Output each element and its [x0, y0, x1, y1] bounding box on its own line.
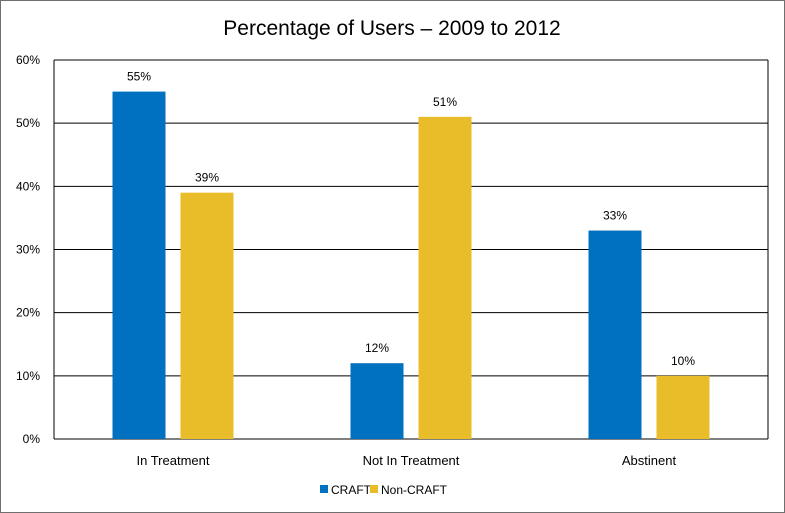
chart-title: Percentage of Users – 2009 to 2012 — [223, 17, 560, 40]
legend-swatch-craft — [320, 485, 328, 493]
data-label: 33% — [603, 209, 627, 223]
y-tick-label: 60% — [16, 53, 40, 67]
bar-craft-2 — [588, 230, 642, 439]
bar-non-craft-1 — [418, 116, 472, 439]
bar-craft-0 — [112, 91, 166, 439]
y-tick-label: 10% — [16, 369, 40, 383]
y-tick-label: 50% — [16, 116, 40, 130]
legend: CRAFT Non-CRAFT — [320, 483, 448, 497]
grid — [53, 59, 769, 440]
x-category-label: In Treatment — [137, 453, 210, 468]
bars — [112, 91, 710, 439]
data-labels: 55% 39% 12% 51% 33% 10% — [127, 70, 695, 368]
bar-craft-1 — [350, 363, 404, 439]
legend-label: Non-CRAFT — [381, 483, 448, 497]
x-axis-categories: In Treatment Not In Treatment Abstinent — [137, 453, 677, 468]
x-category-label: Abstinent — [622, 453, 677, 468]
x-category-label: Not In Treatment — [363, 453, 460, 468]
bar-non-craft-2 — [656, 375, 710, 439]
data-label: 55% — [127, 70, 151, 84]
y-tick-label: 40% — [16, 179, 40, 193]
data-label: 51% — [433, 95, 457, 109]
legend-label: CRAFT — [331, 483, 372, 497]
bar-non-craft-0 — [180, 192, 234, 439]
y-tick-label: 0% — [23, 432, 41, 446]
data-label: 12% — [365, 341, 389, 355]
y-tick-label: 20% — [16, 306, 40, 320]
legend-swatch-non-craft — [370, 485, 378, 493]
y-axis-ticks: 0% 10% 20% 30% 40% 50% 60% — [16, 53, 40, 446]
data-label: 39% — [195, 171, 219, 185]
y-tick-label: 30% — [16, 243, 40, 257]
data-label: 10% — [671, 354, 695, 368]
